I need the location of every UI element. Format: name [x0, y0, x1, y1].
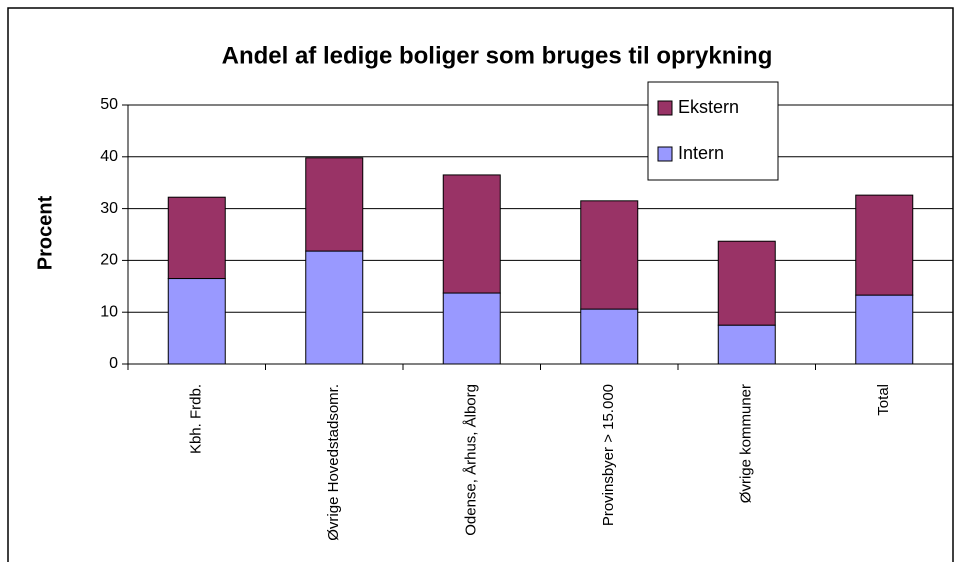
bar-segment	[305, 250, 364, 365]
legend-swatch	[657, 100, 673, 116]
y-axis-label: Procent	[34, 195, 56, 270]
y-tick-label: 20	[100, 252, 118, 269]
x-tick-label: Kbh. Frdb.	[188, 384, 205, 454]
bar-segment	[442, 292, 501, 365]
x-tick-label: Øvrige Hovedstadsomr.	[325, 384, 342, 541]
bar-segment	[580, 308, 639, 365]
bar-segment	[580, 200, 639, 310]
legend-swatch	[657, 146, 673, 162]
chart-title: Andel af ledige boliger som bruges til o…	[222, 42, 773, 69]
y-tick-label: 0	[109, 355, 118, 372]
x-tick-label: Odense, Århus, Ålborg	[463, 384, 480, 536]
legend-label: Ekstern	[678, 97, 739, 117]
x-tick-label: Øvrige kommuner	[738, 384, 755, 503]
bar-segment	[717, 240, 776, 326]
legend-box	[647, 81, 779, 181]
bar-segment	[855, 194, 914, 296]
y-tick-label: 50	[100, 96, 118, 113]
bar-segment	[855, 294, 914, 365]
x-tick-label: Provinsbyer > 15.000	[600, 384, 617, 526]
bar-segment	[167, 278, 226, 365]
y-tick-label: 40	[100, 148, 118, 165]
legend-label: Intern	[678, 143, 724, 163]
y-tick-label: 30	[100, 200, 118, 217]
bar-segment	[305, 157, 364, 252]
x-tick-label: Total	[875, 384, 892, 416]
bar-segment	[442, 174, 501, 294]
bar-segment	[167, 196, 226, 280]
bar-segment	[717, 324, 776, 365]
y-tick-label: 10	[100, 303, 118, 320]
